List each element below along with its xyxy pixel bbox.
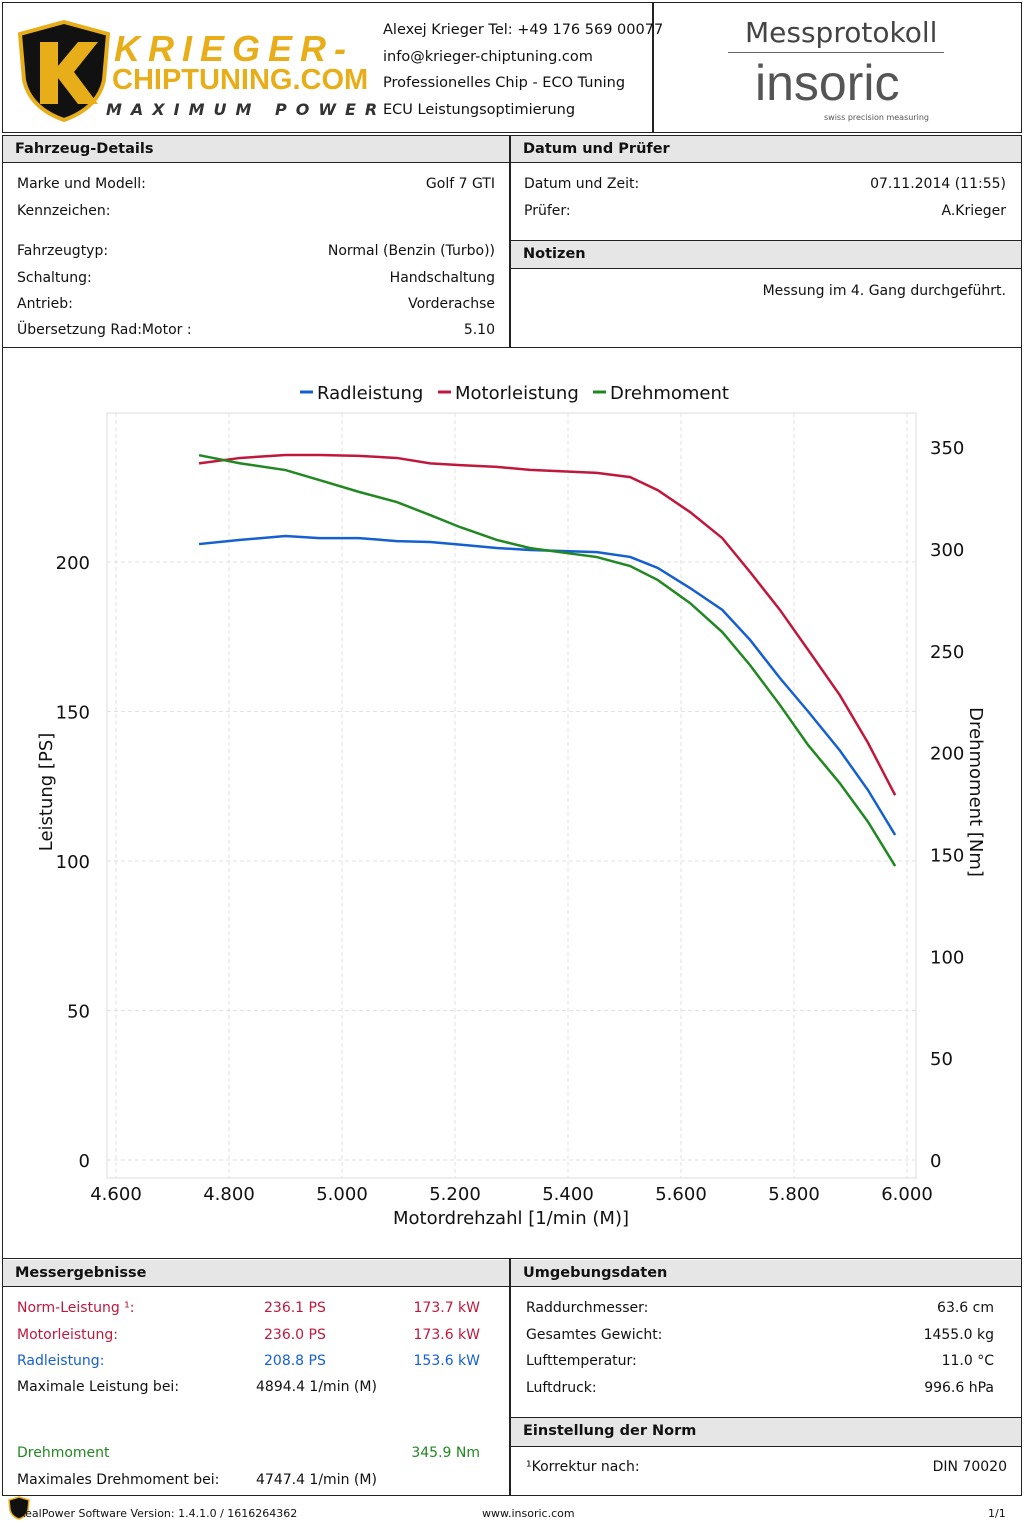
vehicle-row: Marke und Modell: Golf 7 GTI (17, 176, 495, 192)
y-tick-label: 150 (56, 703, 90, 724)
results-box (2, 1258, 1022, 1496)
x-axis-label: Motordrehzahl [1/min (M)] (393, 1208, 629, 1229)
y-tick-label: 100 (56, 852, 90, 873)
series-line-radleistung (198, 534, 897, 836)
title-underline (728, 52, 944, 53)
footer-url[interactable]: www.insoric.com (482, 1507, 575, 1520)
contact-email[interactable]: info@krieger-chiptuning.com (383, 48, 593, 65)
y-tick-label: 0 (79, 1151, 90, 1172)
footer-software: RealPower Software Version: 1.4.1.0 / 16… (18, 1507, 298, 1520)
vehicle-row: Schaltung: Handschaltung (17, 270, 495, 286)
insoric-logo: insoric (755, 55, 900, 111)
date-header: Datum und Prüfer (511, 136, 1021, 163)
x-tick-label: 5.000 (316, 1184, 368, 1205)
contact-line: Professionelles Chip - ECO Tuning (383, 75, 626, 91)
y-tick-label: 200 (56, 553, 90, 574)
notes-text: Messung im 4. Gang durchgeführt. (762, 283, 1006, 299)
x-tick-label: 5.800 (768, 1184, 820, 1205)
vehicle-row: Fahrzeugtyp: Normal (Benzin (Turbo)) (17, 243, 495, 259)
x-tick-label: 5.200 (429, 1184, 481, 1205)
doc-title: Messprotokoll (745, 16, 938, 49)
header-box (2, 2, 1022, 133)
environment-row: Lufttemperatur: 11.0 °C (526, 1353, 994, 1369)
krieger-shield-logo (18, 20, 110, 122)
y2-tick-label: 0 (930, 1151, 941, 1172)
insoric-tagline: swiss precision measuring (824, 113, 929, 122)
series-line-drehmoment (198, 453, 897, 867)
norm-header: Einstellung der Norm (511, 1417, 1021, 1447)
footer-page: 1/1 (988, 1507, 1006, 1520)
x-tick-label: 4.800 (203, 1184, 255, 1205)
x-tick-label: 5.600 (655, 1184, 707, 1205)
environment-row: Gesamtes Gewicht: 1455.0 kg (526, 1326, 994, 1343)
contact-line: ECU Leistungsoptimierung (383, 101, 576, 118)
x-tick-label: 5.400 (542, 1184, 594, 1205)
max-torque-label: Maximales Drehmoment bei: (17, 1472, 220, 1488)
vehicle-row: Antrieb: Vorderachse (17, 296, 495, 312)
krieger-footer-logo (8, 1496, 30, 1520)
legend-label: Drehmoment (610, 383, 729, 404)
x-tick-label: 4.600 (90, 1184, 142, 1205)
power-chart: 4.600 4.800 5.000 5.200 5.400 5.600 5.800 6.000… (36, 383, 986, 1229)
max-torque-value: 4747.4 1/min (M) (256, 1472, 377, 1488)
legend-label: Radleistung (317, 383, 423, 404)
y2-tick-label: 150 (930, 845, 964, 866)
norm-row: ¹Korrektur nach: DIN 70020 (526, 1459, 1007, 1475)
environment-row: Luftdruck: 996.6 hPa (526, 1379, 994, 1396)
examiner-row: Prüfer: A.Krieger (524, 203, 1006, 219)
y-axis-label: Leistung [PS] (36, 733, 57, 852)
torque-label: Drehmoment (17, 1445, 110, 1461)
plot-area (106, 412, 917, 1179)
max-power-label: Maximale Leistung bei: (17, 1379, 180, 1395)
brand-line1: KRIEGER- (114, 28, 355, 69)
max-power-value: 4894.4 1/min (M) (256, 1379, 377, 1395)
brand-line2: CHIPTUNING.COM (112, 64, 369, 96)
details-divider (509, 135, 511, 348)
vehicle-header: Fahrzeug-Details (3, 136, 509, 163)
y2-tick-label: 200 (930, 744, 964, 765)
y2-tick-label: 250 (930, 642, 964, 663)
contact-block: Alexej Krieger Tel: +49 176 569 00077 in… (383, 17, 663, 123)
y2-axis-label: Drehmoment [Nm] (965, 707, 986, 877)
brand-slogan: MAXIMUM POWER (106, 100, 387, 119)
results-divider (509, 1258, 511, 1496)
date-row: Datum und Zeit: 07.11.2014 (11:55) (524, 176, 1006, 192)
y2-tick-label: 100 (930, 947, 964, 968)
legend-label: Motorleistung (455, 383, 579, 404)
vehicle-row: Übersetzung Rad:Motor :5.10 (17, 322, 495, 338)
y2-tick-label: 300 (930, 540, 964, 561)
notes-header: Notizen (511, 240, 1021, 269)
vehicle-row: Kennzeichen: (17, 203, 111, 219)
contact-phone: Alexej Krieger Tel: +49 176 569 00077 (383, 22, 664, 38)
environment-row: Raddurchmesser: 63.6 cm (526, 1300, 994, 1316)
y2-tick-label: 50 (930, 1049, 953, 1070)
environment-header: Umgebungsdaten (511, 1260, 1021, 1287)
torque-value: 345.9 Nm (411, 1445, 480, 1461)
header-divider (652, 2, 654, 133)
x-tick-label: 6.000 (881, 1184, 933, 1205)
series-line-motorleistung (198, 453, 897, 796)
y-tick-label: 50 (67, 1002, 90, 1023)
y2-tick-label: 350 (930, 438, 964, 459)
results-header: Messergebnisse (3, 1260, 509, 1287)
